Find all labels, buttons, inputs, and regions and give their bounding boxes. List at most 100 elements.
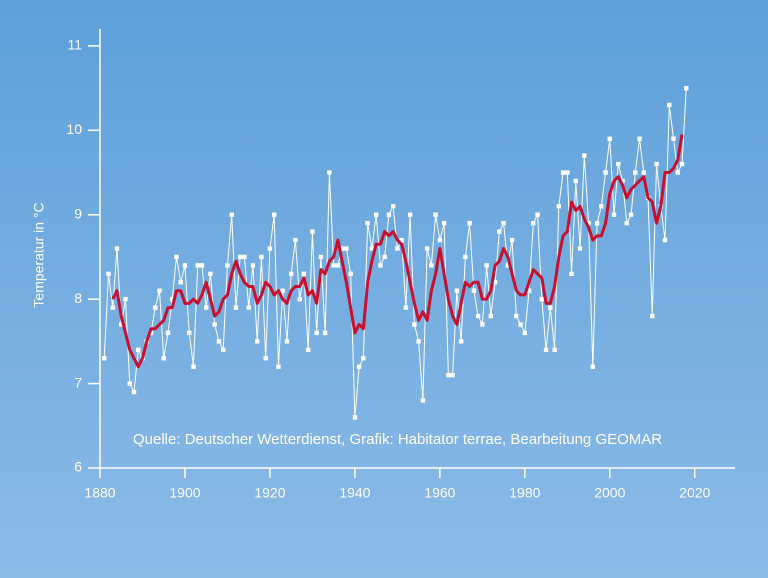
y-tick-label: 10 <box>66 121 82 137</box>
data-point <box>123 296 128 302</box>
data-point <box>684 85 689 91</box>
x-tick-label: 1900 <box>169 485 200 501</box>
y-tick-label: 8 <box>74 290 82 306</box>
data-point <box>339 246 345 251</box>
data-point <box>560 170 566 175</box>
data-point <box>543 347 549 353</box>
data-point <box>382 254 387 260</box>
x-tick-label: 1980 <box>509 485 540 501</box>
data-point <box>182 263 188 268</box>
data-point <box>616 161 621 167</box>
data-point <box>531 220 536 226</box>
data-point <box>221 347 226 353</box>
data-point <box>450 372 455 378</box>
data-point <box>178 280 183 285</box>
data-point <box>586 220 591 226</box>
data-point <box>522 330 528 336</box>
data-point <box>395 246 400 251</box>
data-point <box>654 161 659 167</box>
data-point <box>246 305 251 310</box>
data-point <box>641 170 646 175</box>
data-point <box>556 204 562 209</box>
data-point <box>526 288 532 293</box>
data-point <box>305 347 311 353</box>
data-point <box>254 339 260 344</box>
data-point <box>297 296 302 302</box>
data-point <box>403 305 409 310</box>
data-point <box>628 212 634 217</box>
data-point <box>420 398 426 403</box>
data-point <box>212 322 217 327</box>
data-point <box>416 339 421 344</box>
data-point <box>458 339 464 344</box>
y-axis-label: Temperatur in °C <box>31 202 47 307</box>
data-point <box>480 322 485 327</box>
data-point <box>102 356 107 361</box>
data-point <box>356 364 362 369</box>
data-point <box>667 102 672 108</box>
data-point <box>114 246 120 251</box>
data-point <box>679 161 685 167</box>
data-point <box>594 220 600 226</box>
data-point <box>250 263 256 268</box>
data-point <box>110 305 115 310</box>
data-point <box>505 263 511 268</box>
data-point <box>509 237 515 243</box>
data-point <box>429 263 434 268</box>
data-point <box>569 271 574 277</box>
y-tick-label: 7 <box>74 374 82 390</box>
data-point <box>191 364 196 369</box>
annotation: Quelle: Deutscher Wetterdienst, Grafik: … <box>133 431 662 448</box>
data-point <box>488 313 494 319</box>
data-point <box>318 254 324 260</box>
data-point <box>577 246 583 251</box>
data-point <box>157 288 162 293</box>
data-point <box>535 212 540 217</box>
data-point <box>437 237 443 243</box>
data-point <box>187 330 192 336</box>
data-point <box>161 356 166 361</box>
data-point <box>484 263 489 268</box>
data-point <box>195 263 200 268</box>
data-point <box>582 153 587 158</box>
data-point <box>607 136 612 141</box>
data-point <box>310 229 315 234</box>
data-point <box>225 263 230 268</box>
data-point <box>301 271 307 277</box>
data-point <box>352 415 358 420</box>
data-point <box>174 254 179 260</box>
y-tick-label: 6 <box>74 459 82 475</box>
y-tick-label: 9 <box>74 205 82 221</box>
data-point <box>407 212 413 217</box>
data-point <box>552 347 557 353</box>
data-point <box>467 220 472 226</box>
data-point <box>153 305 158 310</box>
data-point <box>119 322 124 327</box>
data-point <box>293 237 298 243</box>
data-point <box>361 356 366 361</box>
data-point <box>335 263 341 268</box>
data-point <box>399 237 404 243</box>
data-point <box>492 280 498 285</box>
data-point <box>284 339 290 344</box>
data-point <box>548 305 553 310</box>
data-point <box>208 271 213 277</box>
data-point <box>263 356 268 361</box>
series-line <box>111 134 684 369</box>
x-tick-label: 1880 <box>84 485 115 501</box>
data-point <box>237 254 243 260</box>
data-point <box>650 313 655 319</box>
data-point <box>424 246 430 251</box>
data-point <box>454 288 460 293</box>
y-tick-label: 11 <box>67 37 82 53</box>
data-point <box>199 263 205 268</box>
data-point <box>518 322 523 327</box>
data-point <box>229 212 234 217</box>
data-point <box>514 313 519 319</box>
data-point <box>322 330 328 336</box>
data-point <box>565 170 570 175</box>
data-point <box>348 271 353 277</box>
x-tick-label: 1960 <box>424 485 455 501</box>
